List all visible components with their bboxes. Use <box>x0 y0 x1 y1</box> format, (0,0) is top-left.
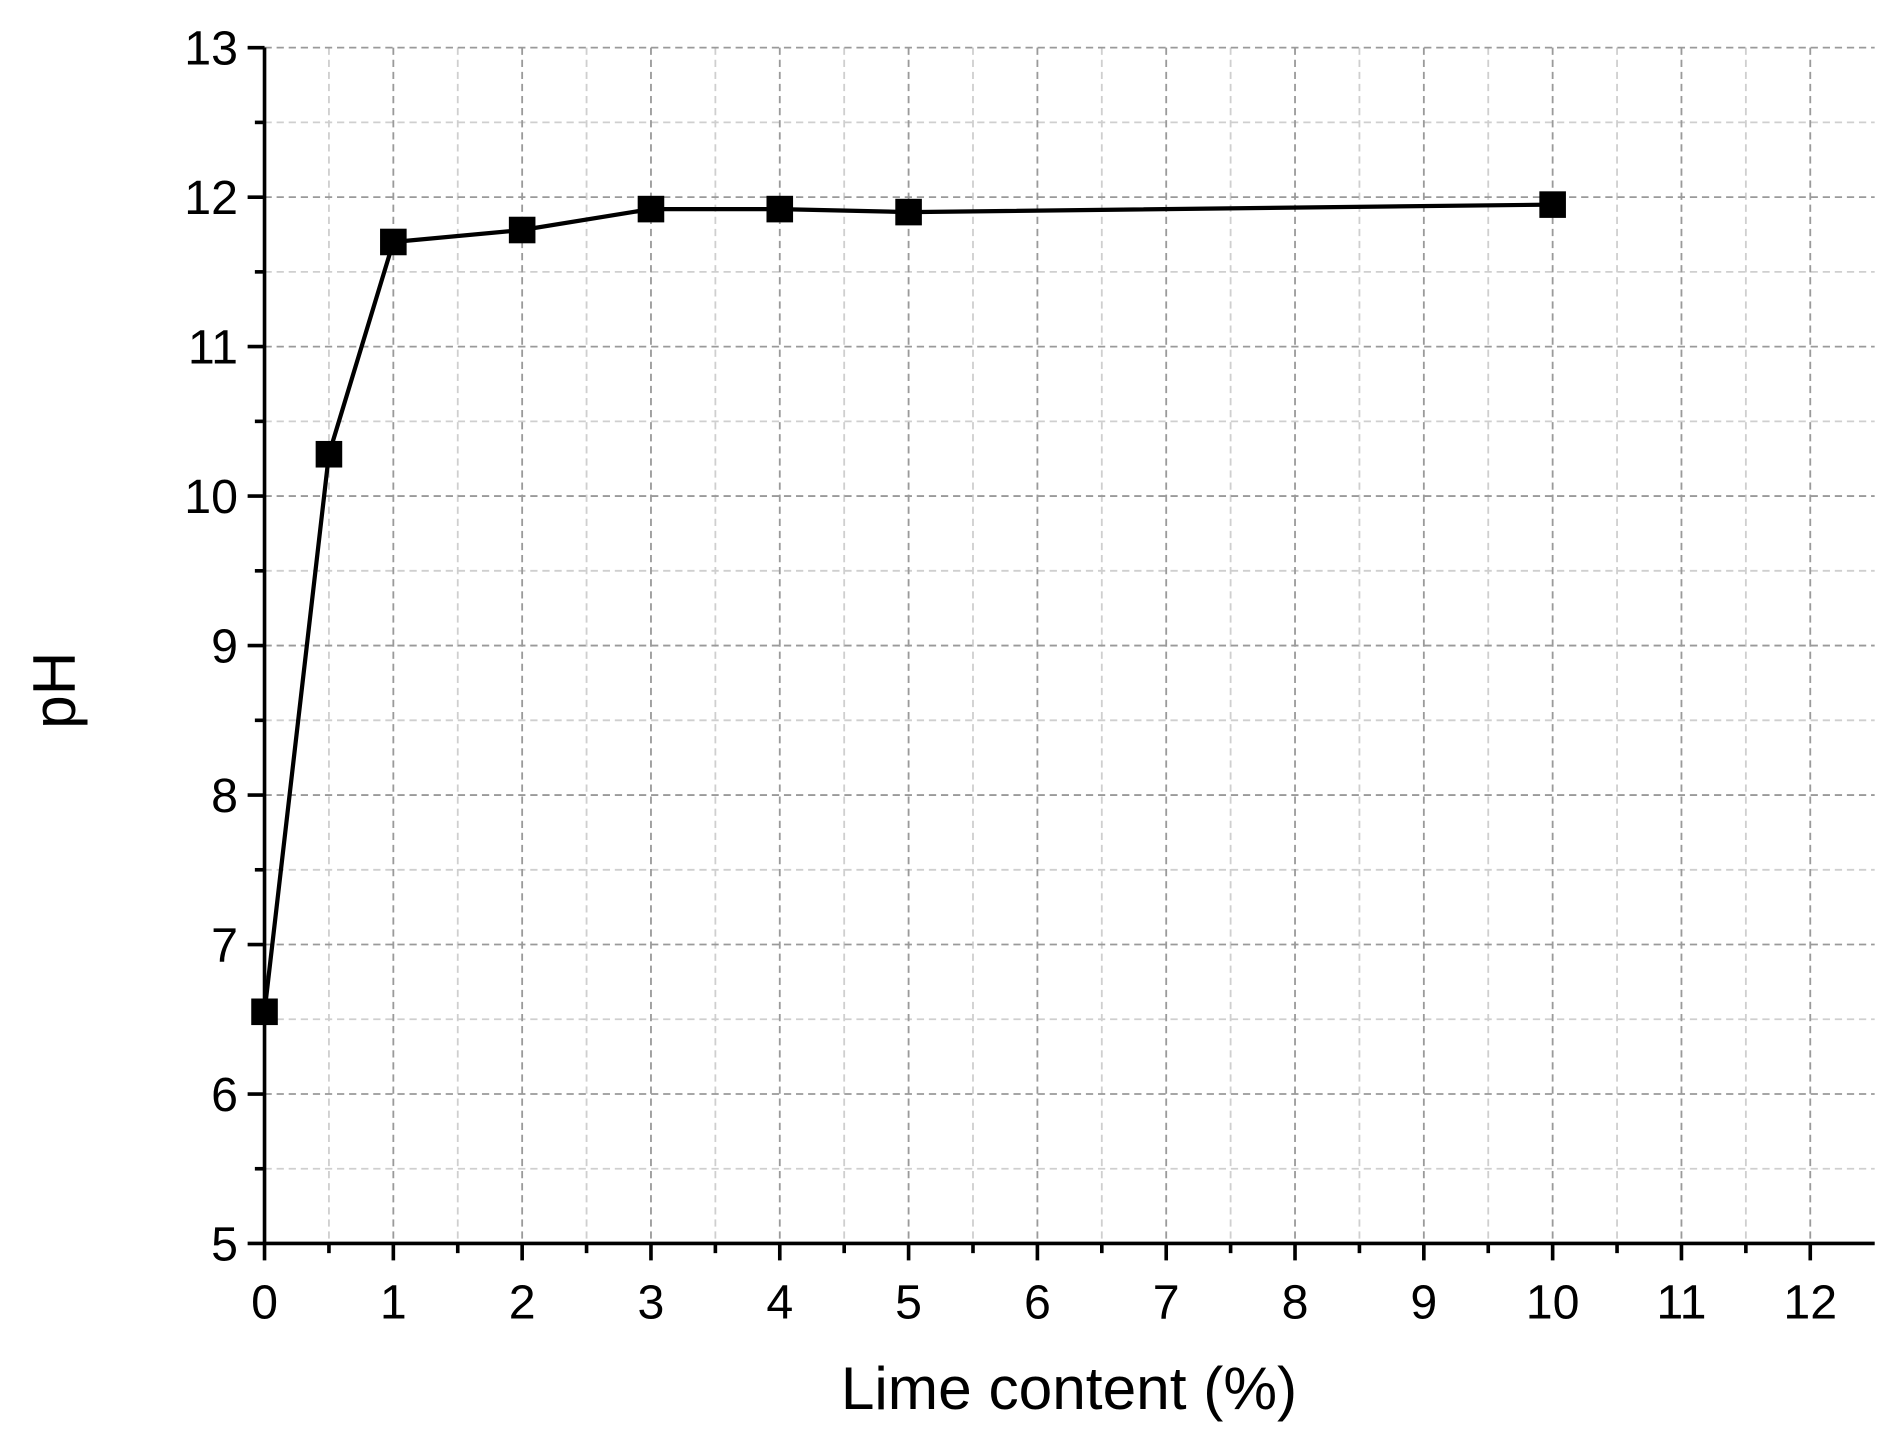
y-tick-label: 5 <box>211 1217 238 1271</box>
y-tick-label: 9 <box>211 619 238 673</box>
x-tick-label: 0 <box>251 1275 278 1329</box>
marker <box>251 998 278 1026</box>
x-tick-label: 5 <box>895 1275 922 1329</box>
x-tick-label: 2 <box>509 1275 536 1329</box>
x-tick-label: 6 <box>1024 1275 1051 1329</box>
x-tick-label: 7 <box>1153 1275 1180 1329</box>
marker <box>766 195 794 223</box>
x-tick-label: 4 <box>766 1275 793 1329</box>
marker <box>637 195 665 223</box>
x-tick-label: 1 <box>380 1275 407 1329</box>
y-tick-label: 7 <box>211 918 238 972</box>
x-tick-label: 3 <box>638 1275 665 1329</box>
y-tick-label: 8 <box>211 769 238 823</box>
x-tick-label: 11 <box>1656 1275 1706 1329</box>
line <box>262 202 1553 1013</box>
x-tick-label: 9 <box>1410 1275 1437 1329</box>
x-tick-label: 12 <box>1783 1275 1837 1329</box>
marker <box>380 228 407 256</box>
y-tick-label: 12 <box>184 171 238 225</box>
plot <box>251 191 1566 1026</box>
y-tick-label: 11 <box>188 321 238 375</box>
y-axis-label: pH <box>20 652 88 729</box>
marker <box>315 440 343 468</box>
marker <box>1539 191 1566 218</box>
marker <box>508 216 536 244</box>
marker <box>895 198 922 226</box>
x-tick-label: 10 <box>1526 1275 1580 1329</box>
y-tick-label: 13 <box>184 22 238 76</box>
y-tick-label: 10 <box>184 470 238 524</box>
x-axis-label: Lime content (%) <box>841 1354 1297 1422</box>
x-tick-label: 8 <box>1282 1275 1309 1329</box>
y-tick-label: 6 <box>211 1068 238 1122</box>
